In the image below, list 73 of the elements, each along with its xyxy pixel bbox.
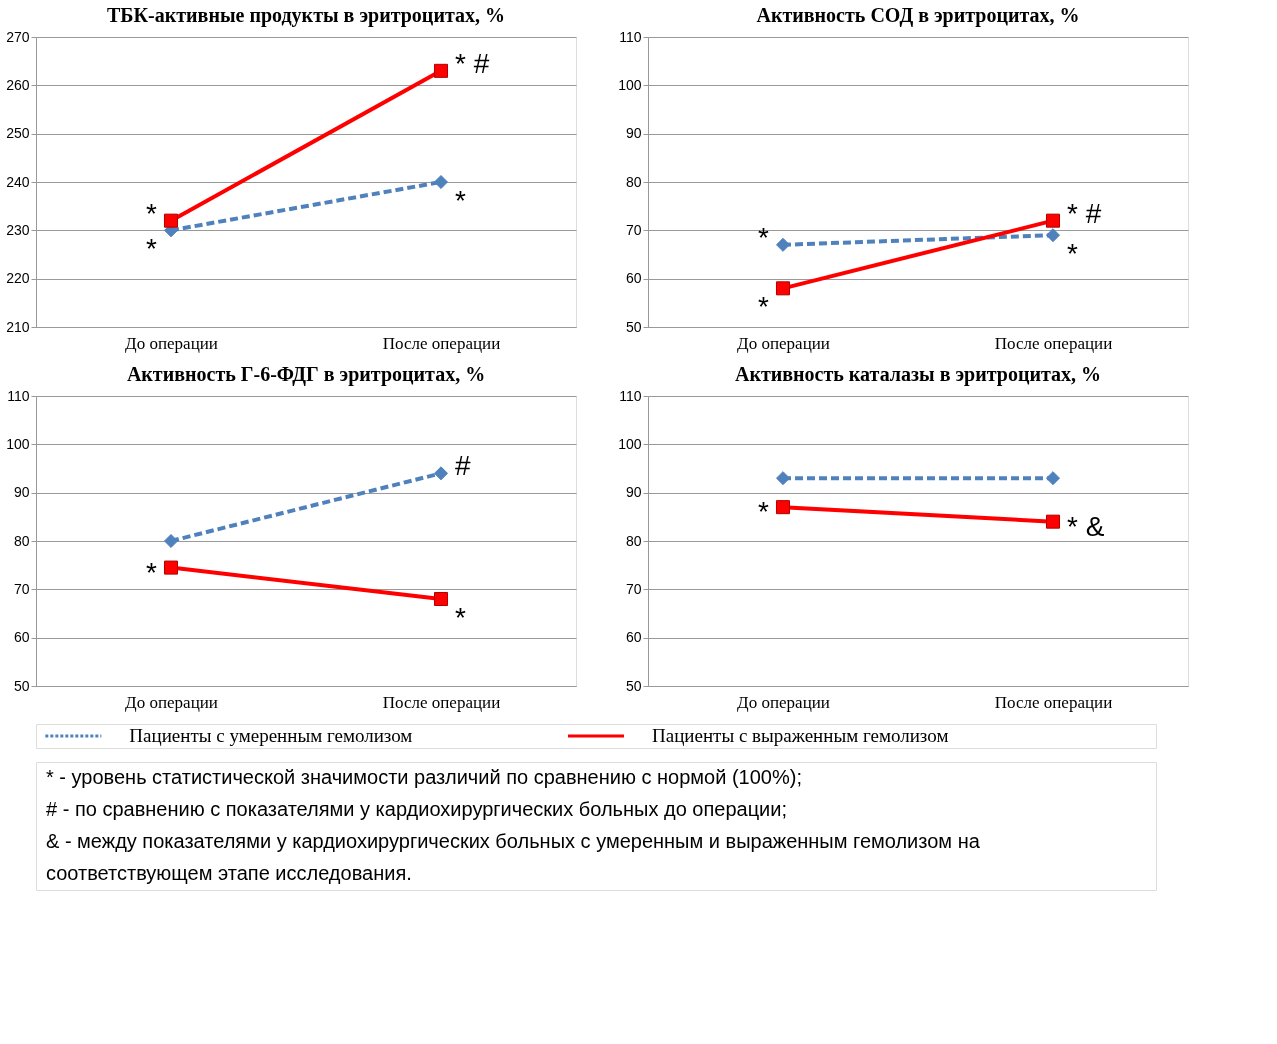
x-tick-label: До операции — [125, 333, 218, 353]
x-tick-label: После операции — [994, 333, 1113, 353]
y-tick-label: 90 — [13, 484, 30, 501]
chart-title: Активность Г-6-ФДГ в эритроцитах, % — [126, 363, 486, 386]
annotation: * — [146, 556, 158, 588]
y-tick-label: 100 — [618, 435, 642, 452]
y-tick-label: 60 — [625, 270, 642, 287]
annotation: * — [455, 602, 466, 633]
y-tick-label: 110 — [7, 387, 30, 404]
point — [433, 591, 449, 607]
chart-title: Активность СОД в эритроцитах, % — [756, 4, 1080, 27]
annotation: * — [146, 197, 158, 229]
x-tick-label: До операции — [737, 692, 830, 712]
y-tick-label: 50 — [13, 677, 30, 694]
point — [1045, 471, 1061, 486]
point — [163, 213, 179, 228]
point — [775, 471, 791, 486]
annotation: * # — [1067, 197, 1102, 229]
y-tick-label: 260 — [6, 76, 30, 93]
y-tick-label: 220 — [6, 270, 30, 287]
annotation: * — [146, 233, 158, 265]
y-tick-label: 90 — [625, 125, 642, 142]
x-tick-label: До операции — [737, 333, 830, 353]
point — [775, 500, 791, 515]
y-tick-label: 270 — [6, 28, 30, 45]
point — [433, 174, 449, 190]
y-tick-label: 240 — [6, 173, 30, 190]
y-tick-label: 80 — [13, 532, 30, 549]
y-tick-label: 50 — [625, 318, 642, 335]
point — [163, 560, 179, 575]
y-tick-label: 110 — [619, 387, 642, 404]
text: * - уровень статистической значимости различий по сравнению с нормой (100%); — [46, 766, 802, 788]
y-tick-label: 90 — [625, 484, 642, 501]
point — [1045, 213, 1061, 228]
chart-title: ТБК-активные продукты в эритроцитах, % — [107, 4, 505, 27]
x-tick-label: После операции — [382, 333, 501, 353]
text: & - между показателями у кардиохирургических больных с умеренным и выраженным гемолизом на соответствующем этапе исследования. — [46, 830, 981, 884]
annotation: * — [1067, 238, 1078, 270]
y-tick-label: 80 — [625, 173, 642, 190]
annotation: * # — [455, 47, 490, 79]
text: # - по сравнению с показателями у кардиохирургических больных до операции; — [46, 798, 788, 820]
chart-title: Активность каталазы в эритроцитах, % — [734, 363, 1102, 386]
annotation: * — [758, 291, 770, 323]
y-tick-label: 210 — [6, 318, 30, 335]
y-tick-label: 70 — [625, 221, 642, 238]
y-tick-label: 70 — [13, 580, 30, 597]
y-tick-label: 110 — [619, 28, 642, 45]
point — [775, 281, 791, 296]
annotation: * — [455, 185, 466, 216]
annotation: # — [455, 450, 471, 482]
y-tick-label: 80 — [625, 532, 642, 549]
annotation: * — [758, 496, 770, 528]
y-tick-label: 100 — [618, 76, 642, 93]
y-tick-label: 50 — [625, 677, 642, 694]
x-tick-label: До операции — [125, 692, 218, 712]
point — [163, 533, 179, 549]
legend-label: Пациенты с выраженным гемолизом — [652, 725, 949, 746]
point — [433, 466, 449, 481]
y-tick-label: 70 — [625, 580, 642, 597]
annotation: * — [758, 221, 770, 253]
point — [1045, 514, 1061, 529]
y-tick-label: 100 — [6, 435, 30, 452]
point — [775, 237, 791, 252]
annotation: * & — [1067, 510, 1105, 542]
x-tick-label: После операции — [994, 692, 1113, 712]
y-tick-label: 60 — [13, 629, 30, 646]
point — [1045, 228, 1061, 243]
point — [433, 63, 449, 78]
x-tick-label: После операции — [382, 692, 501, 712]
legend-label: Пациенты с умеренным гемолизом — [129, 725, 413, 746]
y-tick-label: 230 — [6, 221, 30, 238]
y-tick-label: 60 — [625, 629, 642, 646]
y-tick-label: 250 — [6, 125, 30, 142]
